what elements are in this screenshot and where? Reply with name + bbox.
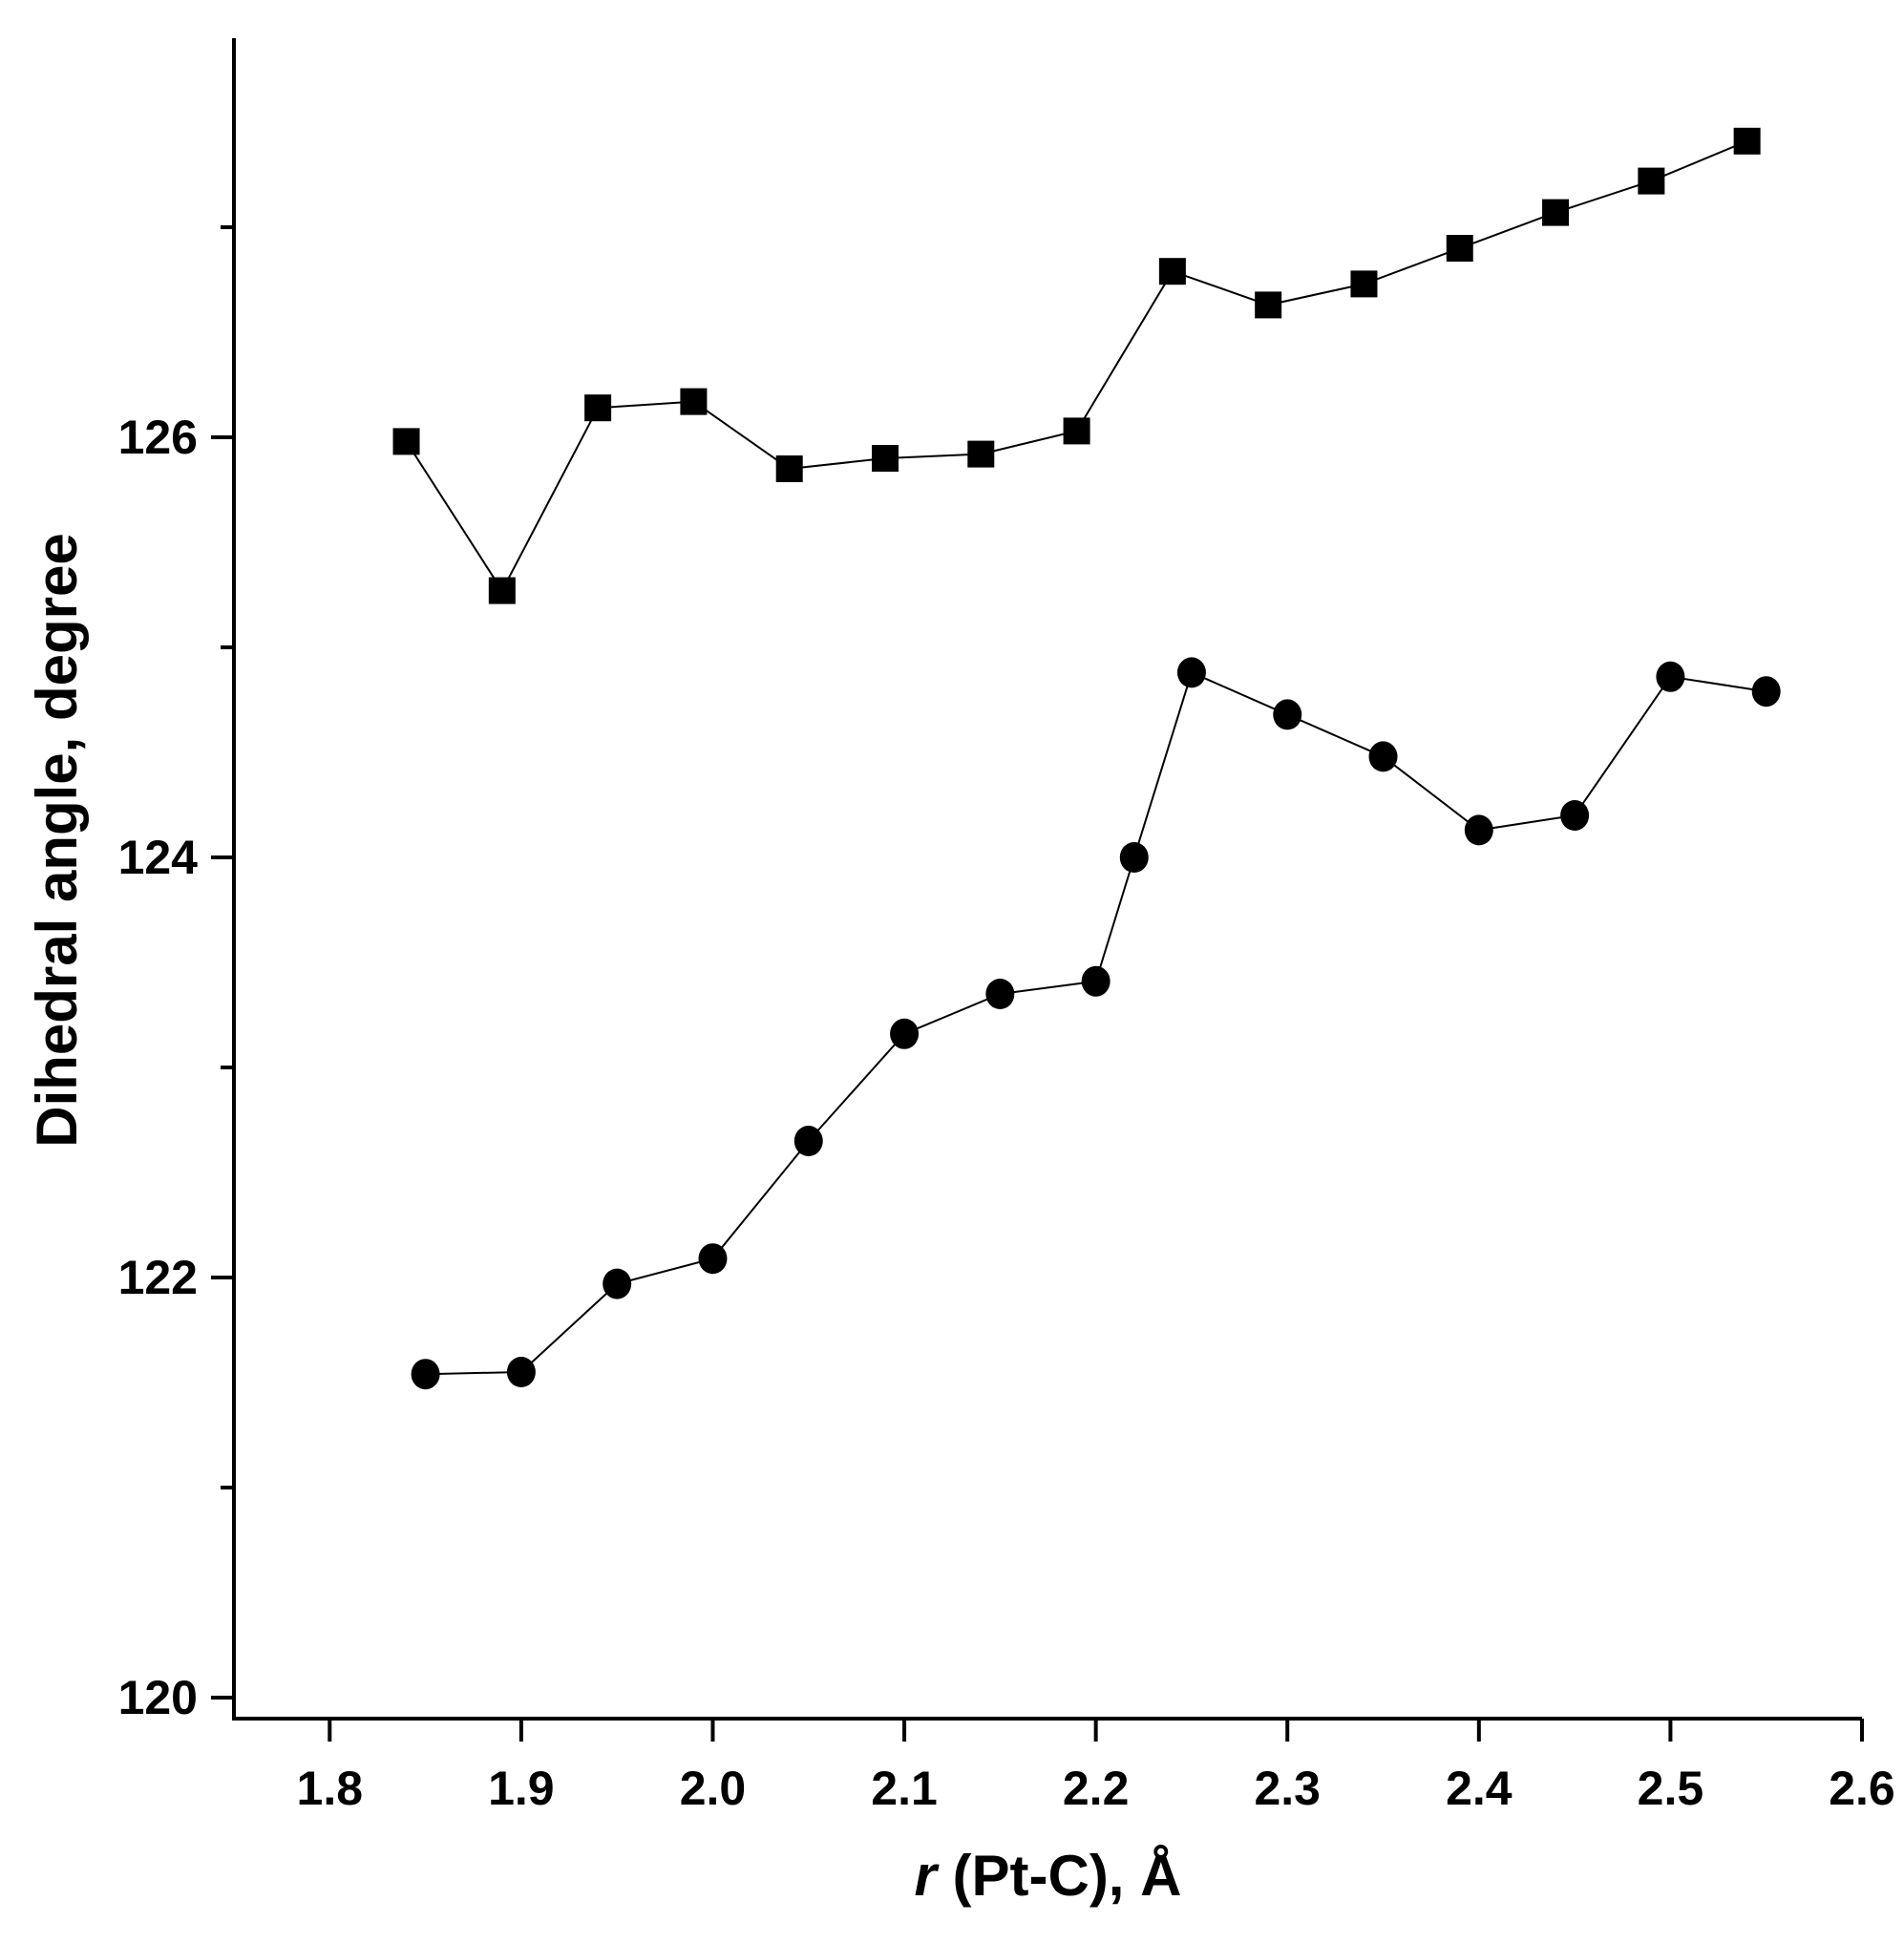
data-point [872,445,899,472]
data-point [1542,199,1570,226]
data-point [698,1243,728,1275]
data-point [1368,741,1398,772]
series-circle [411,657,1781,1390]
tick-labels: 1.8 1.9 2.0 2.1 2.2 2.3 2.4 2.5 2.6 120 122 124 126 [118,411,1895,1815]
data-point [1560,800,1590,831]
data-point [1081,965,1111,997]
data-point [793,1126,823,1156]
x-axis-title: r (Pt-C), Å [915,1844,1182,1908]
data-point [1446,235,1473,262]
series-layer [392,127,1781,1390]
axes [232,38,1862,1721]
x-tick-label: 2.0 [680,1762,747,1815]
x-tick-label: 2.2 [1063,1762,1130,1815]
data-point [488,577,516,604]
data-point [1176,657,1206,688]
y-tick-label: 126 [118,411,198,464]
data-point [1751,676,1781,708]
data-point [1063,417,1090,445]
data-point [1350,270,1378,298]
data-point [584,394,612,422]
data-point [506,1357,536,1387]
data-point [1733,127,1761,155]
data-point [1464,814,1493,846]
x-tick-label: 2.3 [1254,1762,1321,1815]
data-point [890,1018,920,1049]
tick-marks [211,225,1864,1742]
y-tick-label: 120 [118,1671,198,1724]
data-point [775,455,803,482]
series-line [425,671,1766,1376]
data-point [603,1268,632,1299]
y-tick-label: 124 [118,831,199,884]
series-square [392,127,1761,604]
y-axis-title: Dihedral angle, degree [25,533,89,1148]
y-tick-label: 122 [118,1251,198,1304]
data-point [1273,699,1302,730]
x-tick-label: 1.9 [488,1762,555,1815]
x-axis-unit: (Pt-C), Å [937,1844,1182,1908]
data-point [1656,661,1685,692]
data-point [680,388,708,415]
x-tick-label: 2.5 [1638,1762,1704,1815]
x-tick-label: 2.6 [1829,1762,1895,1815]
data-point [1119,842,1149,873]
data-point [1255,291,1282,319]
data-point [967,440,995,468]
data-point [985,979,1015,1009]
data-point [1158,258,1186,285]
data-point [411,1359,440,1390]
x-tick-label: 1.8 [297,1762,364,1815]
data-point [1638,167,1665,195]
x-tick-label: 2.4 [1446,1762,1513,1815]
data-point [392,428,420,455]
x-tick-label: 2.1 [871,1762,938,1815]
x-axis-variable: r [915,1844,941,1908]
